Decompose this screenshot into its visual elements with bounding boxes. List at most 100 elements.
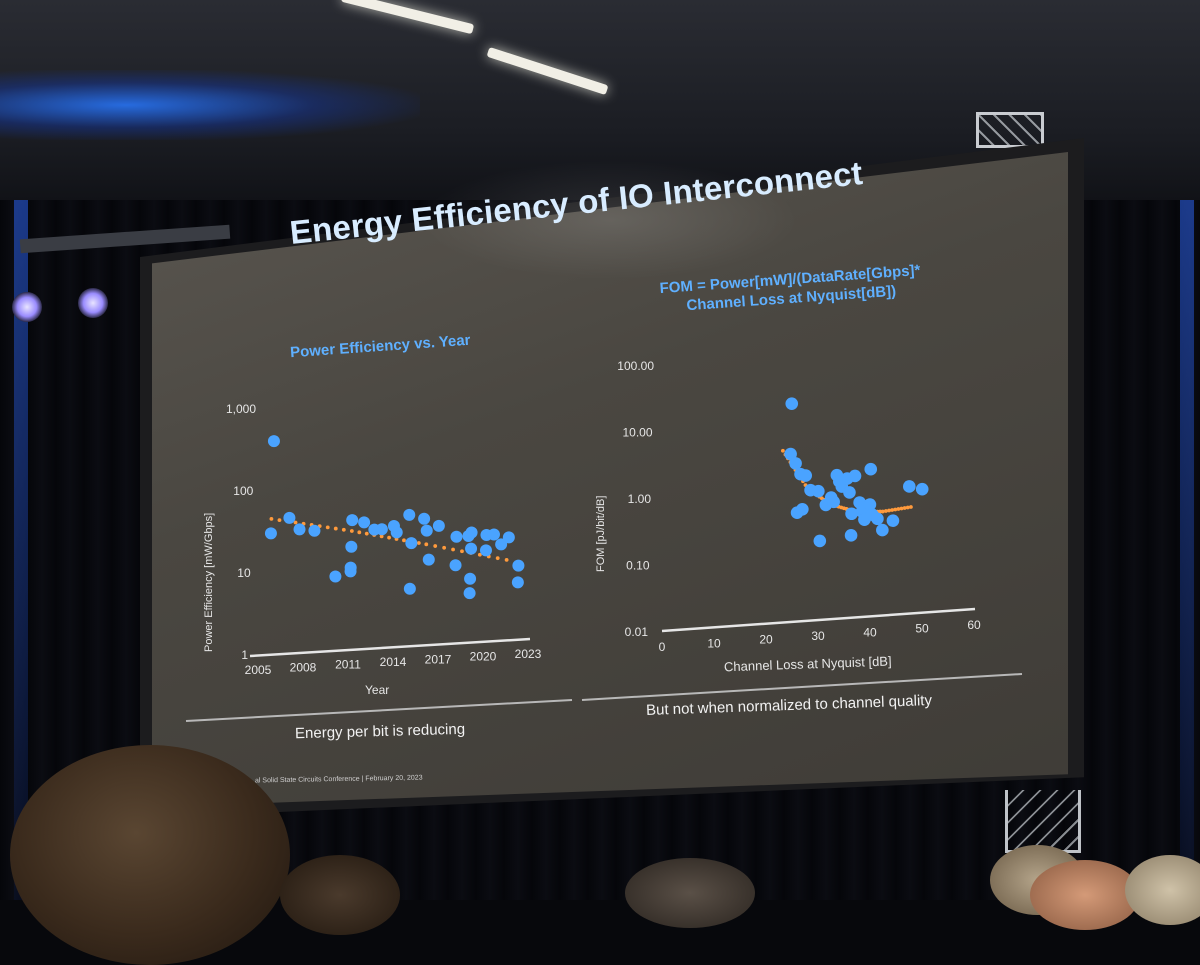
x-tick-label: 2011 (335, 658, 361, 672)
trend-dot (325, 525, 330, 530)
left-y-ticks: 1,000 100 10 1 (226, 402, 256, 662)
ceiling-blue-light (0, 70, 420, 140)
trend-dot (451, 547, 455, 552)
trend-dot (387, 535, 391, 540)
trend-dot (379, 534, 384, 539)
data-point (346, 514, 359, 527)
data-point (886, 514, 900, 527)
data-point (403, 508, 416, 521)
y-tick-label: 1 (241, 648, 248, 662)
data-point (308, 524, 321, 537)
trend-dot (890, 508, 895, 512)
data-point (345, 540, 358, 553)
data-point (511, 576, 524, 589)
y-tick-label: 10 (237, 566, 251, 580)
data-point (845, 507, 858, 521)
trend-dot (899, 506, 904, 511)
y-tick-label: 10.00 (622, 426, 652, 440)
data-point (863, 498, 877, 511)
data-point (487, 528, 500, 541)
data-point (465, 526, 478, 539)
left-y-axis-label: Power Efficiency [mW/Gbps] (203, 513, 215, 652)
x-tick-label: 2023 (515, 647, 542, 661)
y-tick-label: 0.01 (625, 625, 649, 639)
x-tick-label: 2017 (425, 652, 452, 666)
data-point (502, 531, 515, 544)
data-point (871, 512, 884, 526)
audience-head (625, 858, 755, 928)
data-point (293, 523, 306, 536)
x-tick-label: 0 (659, 640, 666, 654)
trend-dot (341, 527, 346, 532)
trend-dot (460, 549, 464, 554)
data-point (796, 503, 809, 516)
left-x-ticks: 2005 2008 2011 2014 2017 2020 2023 (245, 647, 542, 677)
audience-head (1030, 860, 1140, 930)
x-tick-label: 2014 (380, 655, 407, 669)
curtain-blue-light (1180, 200, 1194, 900)
trend-dot (896, 507, 901, 511)
data-point (463, 587, 476, 600)
trend-dot (781, 448, 785, 453)
x-tick-label: 40 (863, 625, 877, 639)
data-point (449, 559, 462, 572)
data-point (789, 457, 802, 470)
left-divider-line (185, 699, 573, 722)
data-point (464, 572, 477, 585)
x-tick-label: 10 (707, 636, 721, 650)
y-tick-label: 0.10 (626, 559, 650, 573)
data-point (390, 526, 403, 539)
data-point (848, 469, 862, 483)
screen-truss (976, 112, 1044, 148)
trend-dot (495, 556, 500, 561)
data-point (864, 462, 878, 476)
y-tick-label: 100.00 (617, 359, 654, 373)
data-point (264, 527, 277, 540)
data-point (418, 512, 431, 525)
left-x-axis-label: Year (365, 683, 389, 697)
data-point (902, 480, 916, 493)
trend-dot (277, 518, 282, 523)
trend-dot (364, 531, 369, 536)
trend-dot (293, 520, 298, 525)
data-point (784, 447, 797, 461)
trend-dot (909, 505, 913, 509)
data-point (844, 529, 858, 542)
stage-lamp-icon (78, 288, 108, 318)
left-x-axis (249, 637, 531, 658)
y-tick-label: 1.00 (628, 492, 652, 506)
data-point (267, 435, 280, 448)
right-points (784, 397, 929, 548)
trend-dot (424, 542, 429, 547)
y-tick-label: 1,000 (226, 402, 256, 416)
data-point (375, 523, 388, 536)
trend-dot (883, 509, 888, 513)
data-point (344, 565, 357, 578)
charts-canvas: Power Efficiency [mW/Gbps] Year 1,000100… (185, 359, 1023, 722)
left-chart: Power Efficiency [mW/Gbps] Year 1,000 100… (203, 402, 542, 697)
trend-dot (416, 541, 421, 545)
data-point (420, 524, 433, 537)
data-point (465, 542, 478, 555)
data-point (283, 511, 296, 524)
slide-glow (420, 160, 800, 280)
data-point (799, 469, 813, 482)
stage-lamp-icon (12, 292, 42, 322)
trend-dot (880, 509, 885, 514)
right-x-ticks: 0 10 20 30 40 50 60 (659, 618, 981, 654)
data-point (403, 582, 416, 595)
curtain-blue-light (14, 200, 28, 900)
trend-dot (357, 530, 362, 535)
trend-dot (402, 538, 406, 543)
data-point (432, 519, 445, 532)
x-tick-label: 2008 (290, 660, 317, 674)
audience-head (1125, 855, 1200, 925)
trend-dot (477, 552, 482, 557)
right-x-axis (661, 607, 976, 633)
trend-dot (905, 505, 910, 510)
data-point (827, 495, 840, 509)
data-point (450, 530, 463, 543)
data-point (495, 538, 508, 551)
right-chart: FOM [pJ/bit/dB] Channel Loss at Nyquist … (595, 359, 981, 674)
trend-dot (902, 506, 907, 510)
